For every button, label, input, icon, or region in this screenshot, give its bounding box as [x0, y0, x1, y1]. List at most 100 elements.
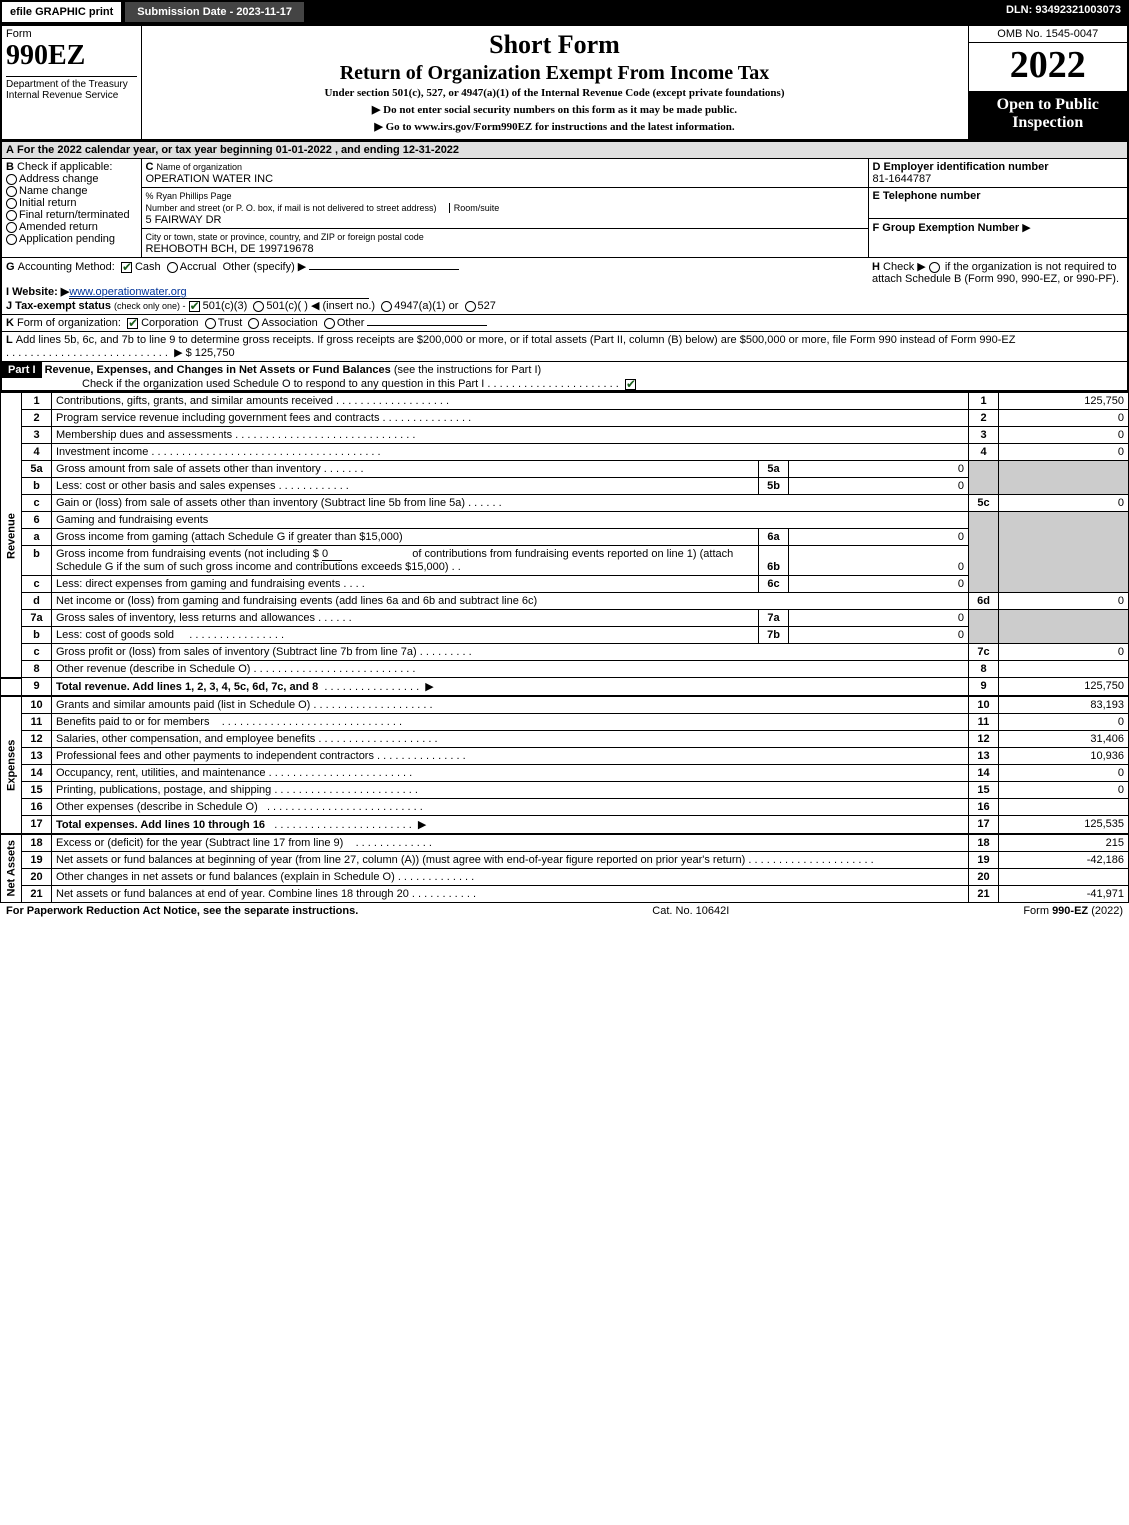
- line-6a-text: Gross income from gaming (attach Schedul…: [52, 529, 759, 546]
- line-7c-text: Gross profit or (loss) from sales of inv…: [56, 646, 417, 658]
- line-6c-text: Less: direct expenses from gaming and fu…: [56, 578, 340, 590]
- form-header-table: Form 990EZ Department of the Treasury In…: [0, 24, 1129, 141]
- line-5c-value: 0: [999, 495, 1129, 512]
- line-13-num: 13: [22, 748, 52, 765]
- line-21-num: 21: [22, 886, 52, 903]
- line-2-rn: 2: [969, 410, 999, 427]
- catalog-number: Cat. No. 10642I: [652, 905, 729, 917]
- final-return-checkbox[interactable]: [6, 210, 17, 221]
- trust-checkbox[interactable]: [205, 318, 216, 329]
- org-name-hdr: Name of organization: [157, 162, 243, 172]
- room-suite-hdr: Room/suite: [449, 203, 500, 213]
- line-6d-num: d: [22, 593, 52, 610]
- other-specify: Other (specify) ▶: [223, 261, 307, 273]
- accrual-checkbox[interactable]: [167, 262, 178, 273]
- line-L-text: Add lines 5b, 6c, and 7b to line 9 to de…: [16, 334, 1016, 346]
- line-16-text: Other expenses (describe in Schedule O): [56, 801, 258, 813]
- trust-label: Trust: [218, 317, 243, 329]
- line-20-rn: 20: [969, 869, 999, 886]
- line-K-label: K: [6, 317, 14, 329]
- line-11-num: 11: [22, 714, 52, 731]
- corp-checkbox[interactable]: [127, 318, 138, 329]
- line-21-rn: 21: [969, 886, 999, 903]
- tax-year: 2022: [969, 43, 1128, 87]
- line-16-value: [999, 799, 1129, 816]
- name-change-checkbox[interactable]: [6, 186, 17, 197]
- line-5b-text: Less: cost or other basis and sales expe…: [56, 480, 276, 492]
- line-6c-sv: 0: [789, 576, 969, 593]
- page-footer: For Paperwork Reduction Act Notice, see …: [0, 903, 1129, 919]
- line-14-text: Occupancy, rent, utilities, and maintena…: [56, 767, 266, 779]
- line-B-label: B: [6, 161, 14, 173]
- line-5a-sv: 0: [789, 461, 969, 478]
- line-11-value: 0: [999, 714, 1129, 731]
- 4947-checkbox[interactable]: [381, 301, 392, 312]
- line-7a-text: Gross sales of inventory, less returns a…: [56, 612, 315, 624]
- line-6b-sv: 0: [789, 546, 969, 576]
- schedule-b-checkbox[interactable]: [929, 262, 940, 273]
- line-18-text: Excess or (deficit) for the year (Subtra…: [56, 837, 343, 849]
- line-7c-value: 0: [999, 644, 1129, 661]
- line-7a-sv: 0: [789, 610, 969, 627]
- line-B-hdr: Check if applicable:: [17, 161, 112, 173]
- 501c-checkbox[interactable]: [253, 301, 264, 312]
- 527-checkbox[interactable]: [465, 301, 476, 312]
- line-9-value: 125,750: [999, 678, 1129, 697]
- line-10-text: Grants and similar amounts paid (list in…: [56, 699, 310, 711]
- form-of-org: Form of organization:: [17, 317, 121, 329]
- line-18-num: 18: [22, 834, 52, 852]
- line-7a-num: 7a: [22, 610, 52, 627]
- line-5c-rn: 5c: [969, 495, 999, 512]
- website-link[interactable]: www.operationwater.org: [69, 286, 369, 299]
- org-name: OPERATION WATER INC: [146, 173, 274, 185]
- 501c3-checkbox[interactable]: [189, 301, 200, 312]
- part1-body: Revenue 1 Contributions, gifts, grants, …: [0, 392, 1129, 903]
- line-L-arrow: ▶ $: [174, 347, 192, 359]
- other-org-checkbox[interactable]: [324, 318, 335, 329]
- cash-checkbox[interactable]: [121, 262, 132, 273]
- initial-return-checkbox[interactable]: [6, 198, 17, 209]
- expenses-section-label: Expenses: [1, 696, 22, 834]
- irs-label: Internal Revenue Service: [6, 90, 118, 101]
- cash-label: Cash: [135, 261, 161, 273]
- 527-label: 527: [478, 300, 496, 312]
- line-1-num: 1: [22, 393, 52, 410]
- line-11-rn: 11: [969, 714, 999, 731]
- addr-change-label: Address change: [19, 173, 99, 185]
- line-21-text: Net assets or fund balances at end of ye…: [56, 888, 409, 900]
- addr-change-checkbox[interactable]: [6, 174, 17, 185]
- street: 5 FAIRWAY DR: [146, 214, 222, 226]
- line-F-arrow: ▶: [1022, 222, 1030, 234]
- line-1-text: Contributions, gifts, grants, and simila…: [56, 395, 333, 407]
- line-L-label: L: [6, 334, 13, 346]
- submission-date: Submission Date - 2023-11-17: [123, 0, 306, 24]
- app-pending-checkbox[interactable]: [6, 234, 17, 245]
- name-change-label: Name change: [19, 185, 88, 197]
- pra-notice: For Paperwork Reduction Act Notice, see …: [6, 905, 358, 917]
- line-15-num: 15: [22, 782, 52, 799]
- line-12-text: Salaries, other compensation, and employ…: [56, 733, 315, 745]
- line-18-rn: 18: [969, 834, 999, 852]
- care-of: % Ryan Phillips Page: [146, 191, 232, 201]
- line-14-rn: 14: [969, 765, 999, 782]
- line-16-num: 16: [22, 799, 52, 816]
- line-6b-text1: Gross income from fundraising events (no…: [56, 548, 319, 560]
- line-H-label: H: [872, 261, 880, 273]
- line-6b-num: b: [22, 546, 52, 576]
- assoc-checkbox[interactable]: [248, 318, 259, 329]
- line-11-text: Benefits paid to or for members: [56, 716, 209, 728]
- line-6a-sn: 6a: [759, 529, 789, 546]
- line-9-text: Total revenue. Add lines 1, 2, 3, 4, 5c,…: [56, 681, 318, 693]
- line-20-value: [999, 869, 1129, 886]
- line-6a-sv: 0: [789, 529, 969, 546]
- line-19-num: 19: [22, 852, 52, 869]
- amended-return-checkbox[interactable]: [6, 222, 17, 233]
- goto-instructions[interactable]: ▶ Go to www.irs.gov/Form990EZ for instru…: [374, 121, 734, 133]
- line-20-text: Other changes in net assets or fund bala…: [56, 871, 395, 883]
- efile-print[interactable]: efile GRAPHIC print: [0, 0, 123, 24]
- line-13-text: Professional fees and other payments to …: [56, 750, 374, 762]
- form-number: 990EZ: [6, 40, 85, 71]
- dln: DLN: 93492321003073: [998, 0, 1129, 24]
- street-hdr: Number and street (or P. O. box, if mail…: [146, 203, 437, 213]
- part1-schedule-o-checkbox[interactable]: [625, 379, 636, 390]
